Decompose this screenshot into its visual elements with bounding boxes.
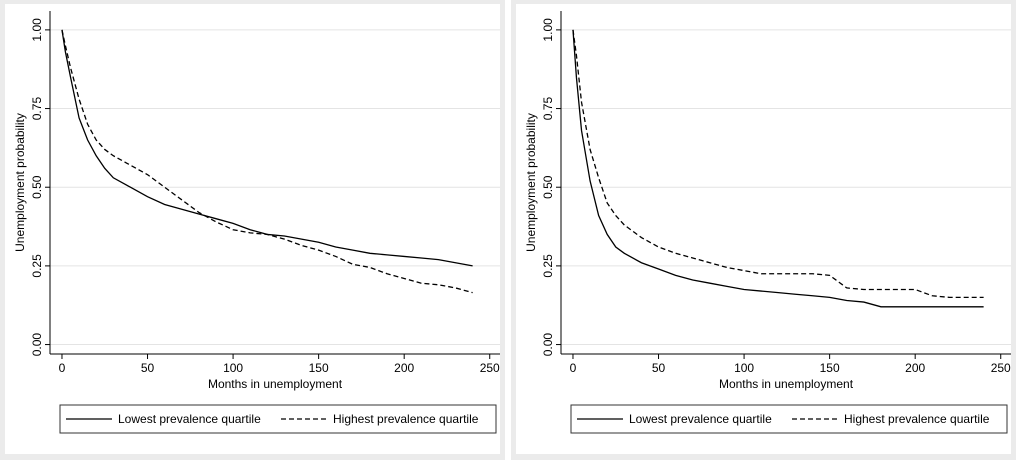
x-tick-label: 100: [734, 361, 754, 375]
legend-label: Lowest prevalence quartile: [629, 412, 772, 426]
y-tick-label: 0.75: [541, 97, 555, 121]
x-tick-label: 150: [820, 361, 840, 375]
series-line: [61, 29, 473, 294]
x-tick-label: 0: [570, 361, 577, 375]
x-tick-label: 100: [223, 361, 243, 375]
y-tick-label: 1.00: [541, 18, 555, 42]
x-tick-label: 200: [905, 361, 925, 375]
series-line: [61, 29, 473, 267]
y-tick-label: 0.50: [541, 175, 555, 199]
legend-label: Highest prevalence quartile: [333, 412, 479, 426]
panel: [516, 4, 1011, 454]
panel: [5, 4, 500, 454]
legend-box: [59, 404, 497, 434]
x-tick-label: 150: [309, 361, 329, 375]
y-tick-label: 1.00: [30, 18, 44, 42]
y-axis-title: Unemployment probability: [524, 113, 538, 252]
series-line: [572, 29, 984, 299]
x-axis-title: Months in unemployment: [208, 377, 343, 391]
x-tick-label: 50: [652, 361, 666, 375]
x-tick-label: 250: [480, 361, 500, 375]
legend-label: Lowest prevalence quartile: [118, 412, 261, 426]
y-axis-title: Unemployment probability: [13, 113, 27, 252]
y-tick-label: 0.50: [30, 175, 44, 199]
y-tick-label: 0.00: [30, 333, 44, 357]
y-tick-label: 0.75: [30, 97, 44, 121]
y-tick-label: 0.00: [541, 333, 555, 357]
x-axis-title: Months in unemployment: [719, 377, 854, 391]
legend-label: Highest prevalence quartile: [844, 412, 990, 426]
x-tick-label: 0: [59, 361, 66, 375]
y-tick-label: 0.25: [541, 254, 555, 278]
x-tick-label: 200: [394, 361, 414, 375]
y-tick-label: 0.25: [30, 254, 44, 278]
legend-box: [570, 404, 1008, 434]
series-line: [572, 29, 984, 308]
x-tick-label: 250: [991, 361, 1011, 375]
x-tick-label: 50: [141, 361, 155, 375]
